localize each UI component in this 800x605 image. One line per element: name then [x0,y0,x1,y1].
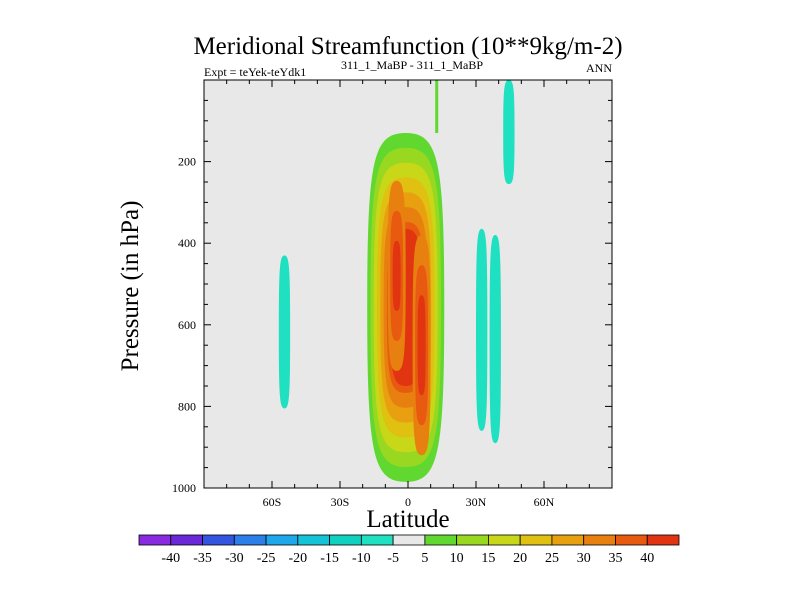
y-tick-label: 600 [178,318,196,332]
colorbar-swatch [456,534,489,546]
contour-negative [503,80,515,185]
colorbar-swatch [551,534,585,546]
colorbar-swatch [170,534,203,546]
contour-fills [278,80,515,482]
colorbar-label: -40 [161,551,180,566]
y-tick-label: 1000 [172,481,196,495]
colorbar-swatch [297,534,330,546]
x-tick-label: 30N [466,495,487,509]
contour-plume [435,80,439,134]
x-axis: 60S 30S 0 30N 60N [226,80,590,509]
colorbar-label: -5 [387,551,399,566]
colorbar-swatch [138,534,172,546]
subtitle-right: ANN [586,61,612,75]
plot-area [203,79,613,489]
x-tick-label: 60S [263,495,282,509]
colorbar-swatch [360,534,394,546]
contour-negative [489,235,501,444]
colorbar-label: 10 [450,551,464,566]
colorbar-label: -20 [288,551,307,566]
x-tick-label: 0 [405,495,411,509]
colorbar-label: 40 [640,551,654,566]
colorbar-label: -30 [225,551,244,566]
subtitle-center: 311_1_MaBP - 311_1_MaBP [341,58,483,72]
colorbar: -40 -35 -30 -25 -20 -15 -10 -5 5 10 15 20 25 30 35 40 [138,534,680,566]
x-axis-label: Latitude [366,506,449,533]
colorbar-label: 25 [545,551,559,566]
colorbar-label: 30 [577,551,591,566]
y-axis-label: Pressure (in hPa) [117,201,144,372]
colorbar-label: 15 [481,551,495,566]
colorbar-label: 20 [513,551,527,566]
y-tick-label: 800 [178,399,196,413]
colorbar-label: 5 [421,551,428,566]
subtitle-left: Expt = teYek-teYdk1 [204,65,306,79]
colorbar-label: -15 [320,551,339,566]
y-tick-label: 200 [178,155,196,169]
colorbar-swatch [392,534,426,546]
colorbar-label: -35 [193,551,212,566]
colorbar-swatch [519,534,553,546]
contour-negative [278,255,291,409]
colorbar-label: 35 [608,551,622,566]
colorbar-swatch [424,534,458,546]
x-tick-label: 60N [534,495,555,509]
colorbar-swatch [202,534,235,546]
colorbar-swatch [265,534,299,546]
colorbar-label: -25 [257,551,276,566]
colorbar-swatch [615,534,648,546]
contour-core [417,295,426,396]
colorbar-label: -10 [352,551,371,566]
colorbar-swatch [329,534,362,546]
chart-title: Meridional Streamfunction (10**9kg/m-2) [193,33,622,60]
contour-core [392,240,401,311]
colorbar-swatch [646,534,680,546]
colorbar-swatch [583,534,616,546]
colorbar-swatch [233,534,267,546]
y-axis: 200 400 600 800 1000 [172,99,612,495]
colorbar-swatch [488,534,521,546]
y-tick-label: 400 [178,236,196,250]
contour-negative [476,228,488,431]
x-tick-label: 30S [331,495,350,509]
